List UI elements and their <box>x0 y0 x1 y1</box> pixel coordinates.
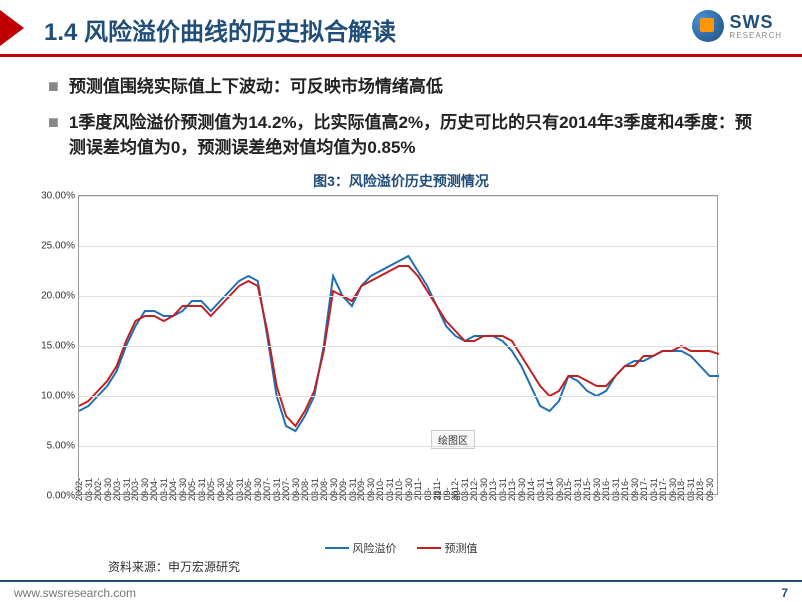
x-label: 2002-09-30 <box>93 478 113 501</box>
chart-area: 绘图区 0.00%5.00%10.00%15.00%20.00%25.00%30… <box>78 195 718 495</box>
legend-label: 预测值 <box>445 540 478 556</box>
bullet-text-1: 预测值围绕实际值上下波动：可反映市场情绪高低 <box>69 74 443 100</box>
bullet-mark-icon: ■ <box>48 110 59 161</box>
grid-line <box>79 396 717 397</box>
x-label: 2012-09-30 <box>469 478 489 501</box>
grid-line <box>79 346 717 347</box>
x-label: 2008-03-31 <box>300 478 320 501</box>
x-label: 2003-03-31 <box>112 478 132 501</box>
bullet-1: ■ 预测值围绕实际值上下波动：可反映市场情绪高低 <box>48 74 754 100</box>
legend-swatch <box>325 547 349 549</box>
legend-item: 预测值 <box>417 540 478 556</box>
grid-line <box>79 246 717 247</box>
x-label: 2005-09-30 <box>206 478 226 501</box>
x-label: 2013-03-31 <box>488 478 508 501</box>
x-label: 2017-09-30 <box>658 478 678 501</box>
x-label: 2003-09-30 <box>130 478 150 501</box>
footer-url: www.swsresearch.com <box>14 586 136 600</box>
x-label: 2002-03-31 <box>74 478 94 501</box>
header-divider <box>0 54 802 57</box>
x-label: 2018-09-30 <box>695 478 715 501</box>
x-label: 2016-03-31 <box>601 478 621 501</box>
x-label: 2014-09-30 <box>545 478 565 501</box>
x-label: 2004-09-30 <box>168 478 188 501</box>
y-label: 15.00% <box>27 340 75 351</box>
y-label: 5.00% <box>27 440 75 451</box>
x-label: 2008-09-30 <box>319 478 339 501</box>
y-label: 30.00% <box>27 190 75 201</box>
x-label: 2012-03-31 <box>450 478 470 501</box>
y-label: 0.00% <box>27 490 75 501</box>
x-label: 2006-03-31 <box>225 478 245 501</box>
logo-icon <box>692 10 724 42</box>
x-label: 2006-09-30 <box>243 478 263 501</box>
x-label: 2007-03-31 <box>262 478 282 501</box>
logo-sub: RESEARCH <box>730 31 782 40</box>
x-label: 2013-09-30 <box>507 478 527 501</box>
y-label: 25.00% <box>27 240 75 251</box>
grid-line <box>79 196 717 197</box>
x-label: 2004-03-31 <box>149 478 169 501</box>
grid-line <box>79 446 717 447</box>
footer-page: 7 <box>781 586 788 600</box>
x-label: 2005-03-31 <box>187 478 207 501</box>
x-label: 2015-09-30 <box>582 478 602 501</box>
x-label: 2009-03-31 <box>338 478 358 501</box>
source-text: 资料来源：申万宏源研究 <box>108 558 240 575</box>
x-label: 2016-09-30 <box>620 478 640 501</box>
bullet-text-2: 1季度风险溢价预测值为14.2%，比实际值高2%，历史可比的只有2014年3季度… <box>69 110 754 161</box>
footer-line <box>0 580 802 582</box>
logo-main: SWS <box>730 13 782 31</box>
bullet-mark-icon: ■ <box>48 74 59 100</box>
x-label: 2014-03-31 <box>526 478 546 501</box>
logo: SWS RESEARCH <box>692 10 782 42</box>
x-label: 2015-03-31 <box>563 478 583 501</box>
y-label: 10.00% <box>27 390 75 401</box>
x-label: 2017-03-31 <box>639 478 659 501</box>
x-label: 2009-09-30 <box>356 478 376 501</box>
chart-title: 图3：风险溢价历史预测情况 <box>48 171 754 191</box>
accent-triangle <box>0 10 24 46</box>
x-label: 2010-03-31 <box>375 478 395 501</box>
page-title: 1.4 风险溢价曲线的历史拟合解读 <box>44 12 396 47</box>
bullet-2: ■ 1季度风险溢价预测值为14.2%，比实际值高2%，历史可比的只有2014年3… <box>48 110 754 161</box>
legend-label: 风险溢价 <box>353 540 397 556</box>
legend-item: 风险溢价 <box>325 540 397 556</box>
x-label: 2007-09-30 <box>281 478 301 501</box>
x-label: 2018-03-31 <box>676 478 696 501</box>
grid-line <box>79 296 717 297</box>
legend-swatch <box>417 547 441 549</box>
x-label: 2010-09-30 <box>394 478 414 501</box>
chart-legend: 风险溢价 预测值 <box>0 540 802 556</box>
y-label: 20.00% <box>27 290 75 301</box>
series-line <box>79 256 719 431</box>
